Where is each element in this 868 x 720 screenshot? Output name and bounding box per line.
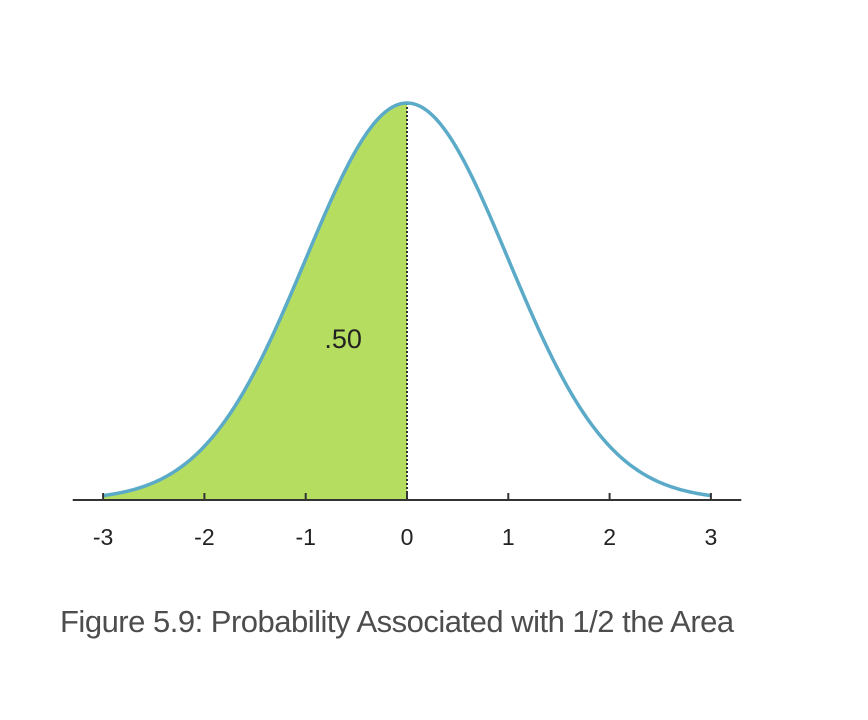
x-axis-ticks [102, 493, 712, 500]
x-tick-label: -1 [295, 524, 315, 550]
x-tick-label: -3 [93, 524, 113, 550]
normal-curve-chart: -3 -2 -1 0 1 2 3 .50 [72, 101, 742, 550]
x-tick-label: 0 [401, 524, 414, 550]
x-tick-label: 3 [705, 524, 718, 550]
x-tick-label: 2 [603, 524, 616, 550]
x-axis-tick-labels: -3 -2 -1 0 1 2 3 [93, 524, 717, 550]
shaded-area-label: .50 [324, 324, 362, 354]
x-tick-label: -2 [194, 524, 214, 550]
x-tick-label: 1 [502, 524, 515, 550]
normal-curve-line [102, 101, 712, 498]
shaded-area-left-half [103, 103, 407, 500]
figure-caption: Figure 5.9: Probability Associated with … [60, 604, 734, 639]
